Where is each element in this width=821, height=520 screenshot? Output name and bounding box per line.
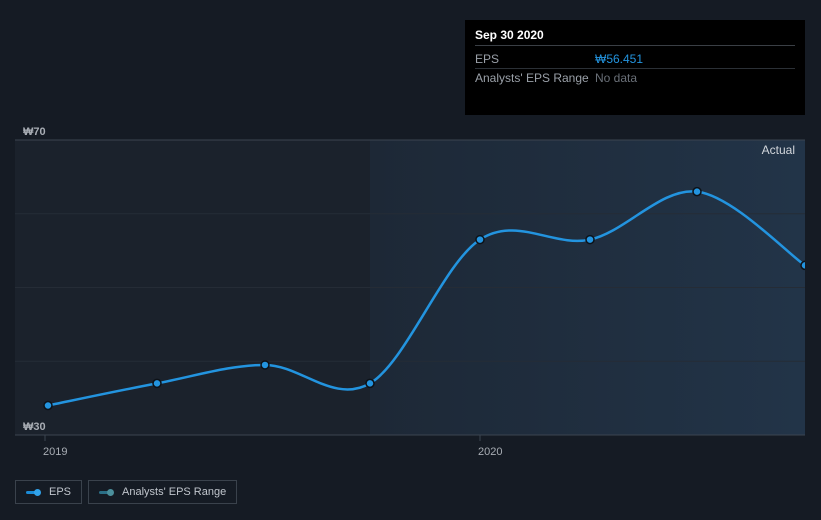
legend-item-eps-range[interactable]: Analysts' EPS Range (88, 480, 237, 504)
tooltip-value: No data (595, 71, 637, 85)
svg-text:₩70: ₩70 (23, 126, 46, 138)
svg-text:2020: 2020 (478, 446, 502, 458)
tooltip-key: EPS (475, 52, 595, 66)
svg-text:₩30: ₩30 (23, 421, 46, 433)
tooltip-key: Analysts' EPS Range (475, 71, 595, 85)
legend-swatch-icon (26, 489, 41, 496)
tooltip-row: EPS ₩56.451 (475, 50, 795, 69)
chart-legend: EPS Analysts' EPS Range (15, 480, 237, 504)
svg-text:Actual: Actual (762, 143, 795, 157)
tooltip-value: ₩56.451 (595, 52, 643, 66)
tooltip-date: Sep 30 2020 (475, 28, 795, 46)
chart-tooltip: Sep 30 2020 EPS ₩56.451 Analysts' EPS Ra… (465, 20, 805, 115)
legend-label: Analysts' EPS Range (122, 486, 226, 498)
eps-line-chart[interactable]: ₩70 ₩30 2019 2020 Actual (15, 120, 805, 460)
legend-item-eps[interactable]: EPS (15, 480, 82, 504)
legend-swatch-icon (99, 489, 114, 496)
svg-text:2019: 2019 (43, 446, 67, 458)
tooltip-row: Analysts' EPS Range No data (475, 69, 795, 87)
legend-label: EPS (49, 486, 71, 498)
